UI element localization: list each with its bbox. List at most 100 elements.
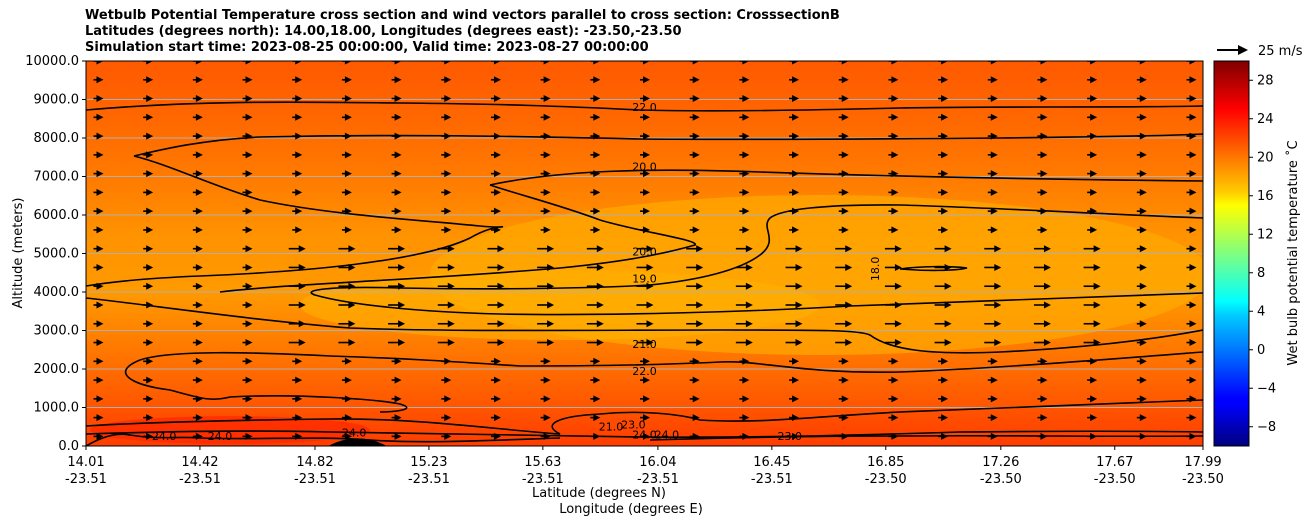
wind-vector-arrow	[1136, 263, 1147, 271]
wind-vector-arrow	[934, 263, 952, 271]
wind-vector-arrow	[1087, 76, 1098, 84]
wind-vector-arrow	[288, 245, 306, 253]
wind-vector-arrow	[441, 76, 452, 84]
wind-vector-arrow	[636, 320, 654, 328]
x-tick-label-lat: 17.26	[982, 455, 1019, 470]
wind-vector-arrow	[1087, 207, 1098, 215]
wind-vector-arrow	[143, 320, 154, 328]
wind-vector-arrow	[388, 301, 406, 309]
wind-vector-arrow	[1087, 61, 1098, 65]
contour-label: 24.0	[342, 426, 367, 439]
wind-vector-arrow	[93, 301, 104, 309]
wind-vector-arrow	[540, 170, 551, 178]
x-tick-label-lon: -23.51	[179, 472, 221, 487]
wind-vector-arrow	[242, 432, 253, 440]
wind-vector-arrow	[735, 339, 753, 347]
wind-vector-arrow	[93, 320, 104, 328]
wind-vector-arrow	[689, 76, 700, 84]
wind-vector-arrow	[640, 188, 650, 196]
colorbar-tick-label: 16	[1257, 189, 1274, 204]
wind-vector-arrow	[1186, 432, 1197, 440]
wind-vector-arrow	[292, 357, 303, 365]
wind-vector-arrow	[388, 339, 406, 347]
wind-vector-arrow	[242, 245, 253, 253]
wind-vector-arrow	[835, 301, 853, 309]
wind-vector-arrow	[590, 61, 601, 65]
wind-vector-arrow	[292, 207, 303, 215]
wind-vector-arrow	[391, 132, 402, 140]
contour-22-upper	[86, 101, 1203, 112]
y-tick-label: 10000.0	[25, 54, 79, 69]
wind-vector-arrow	[686, 245, 704, 253]
wind-vector-arrow	[441, 357, 452, 365]
wind-vector-arrow	[888, 357, 899, 365]
wind-vector-arrow	[490, 95, 501, 103]
wind-vector-arrow	[636, 245, 654, 253]
wind-vector-arrow	[1186, 188, 1197, 196]
colorbar-tick-label: 4	[1257, 304, 1265, 319]
wind-vector-arrow	[785, 263, 803, 271]
wind-vector-arrow	[391, 113, 402, 121]
wind-vector-arrow	[1136, 320, 1147, 328]
chart-title-line-3: Simulation start time: 2023-08-25 00:00:…	[85, 40, 649, 55]
wind-vector-arrow	[242, 76, 253, 84]
plot-area: 22.020.020.019.0 18.021.022.023.024.0 23.0…	[85, 60, 1204, 447]
wind-vector-arrow	[739, 61, 750, 65]
wind-vector-arrow	[93, 76, 104, 84]
x-tick-label-lat: 16.85	[867, 455, 904, 470]
wind-vector-arrow	[242, 414, 253, 422]
wind-vector-arrow	[441, 132, 452, 140]
wind-vector-arrow	[938, 414, 949, 422]
quiver-key-arrow	[1238, 45, 1248, 55]
wind-vector-arrow	[1186, 226, 1197, 234]
wind-vector-arrow	[441, 61, 452, 65]
contour-20-inner	[219, 184, 696, 293]
wind-vector-arrow	[789, 188, 800, 196]
wind-vector-arrow	[388, 320, 406, 328]
wind-vector-arrow	[640, 226, 650, 234]
wind-vector-arrow	[1087, 113, 1098, 121]
wind-vector-arrow	[590, 113, 601, 121]
wind-vector-arrow	[739, 226, 750, 234]
wind-vector-arrow	[835, 263, 853, 271]
wind-vector-arrow	[391, 395, 402, 403]
wind-vector-arrow	[838, 226, 849, 234]
wind-vector-arrow	[590, 95, 601, 103]
wind-vector-arrow	[540, 395, 551, 403]
wind-vector-arrow	[242, 357, 253, 365]
wind-vector-arrow	[1087, 170, 1098, 178]
wind-vector-arrow	[984, 339, 1002, 347]
wind-vector-arrow	[640, 414, 650, 422]
wind-vector-arrow	[1087, 395, 1098, 403]
chart-title-line-2: Latitudes (degrees north): 14.00,18.00, …	[85, 24, 682, 39]
wind-vector-arrow	[192, 395, 203, 403]
wind-vector-arrow	[490, 61, 501, 65]
wind-vector-arrow	[487, 263, 505, 271]
wind-vector-arrow	[487, 301, 505, 309]
wind-vector-arrow	[590, 132, 601, 140]
wind-vector-arrow	[640, 395, 650, 403]
wind-vector-arrow	[487, 282, 505, 290]
colorbar-tick-label: 24	[1257, 112, 1274, 127]
wind-vector-arrow	[437, 263, 455, 271]
wind-vector-arrow	[984, 301, 1002, 309]
wind-vector-arrow	[192, 376, 203, 384]
contour-label: 19.0	[632, 272, 657, 285]
wind-vector-arrow	[1087, 151, 1098, 159]
wind-vector-arrow	[292, 414, 303, 422]
wind-vector-arrow	[689, 113, 700, 121]
wind-vector-arrow	[288, 301, 306, 309]
contour-19	[310, 284, 1203, 316]
wind-vector-arrow	[1033, 282, 1051, 290]
y-tick-label: 3000.0	[34, 324, 80, 339]
wind-vector-arrow	[984, 282, 1002, 290]
wind-vector-arrow	[143, 357, 154, 365]
wind-vector-arrow	[540, 113, 551, 121]
wind-vector-arrow	[1037, 376, 1048, 384]
wind-vector-arrow	[1037, 414, 1048, 422]
wind-vector-arrow	[938, 170, 949, 178]
wind-vector-arrow	[987, 113, 998, 121]
wind-vector-arrow	[888, 414, 899, 422]
contour-21	[86, 297, 1203, 354]
x-tick-label-lon: -23.51	[522, 472, 564, 487]
